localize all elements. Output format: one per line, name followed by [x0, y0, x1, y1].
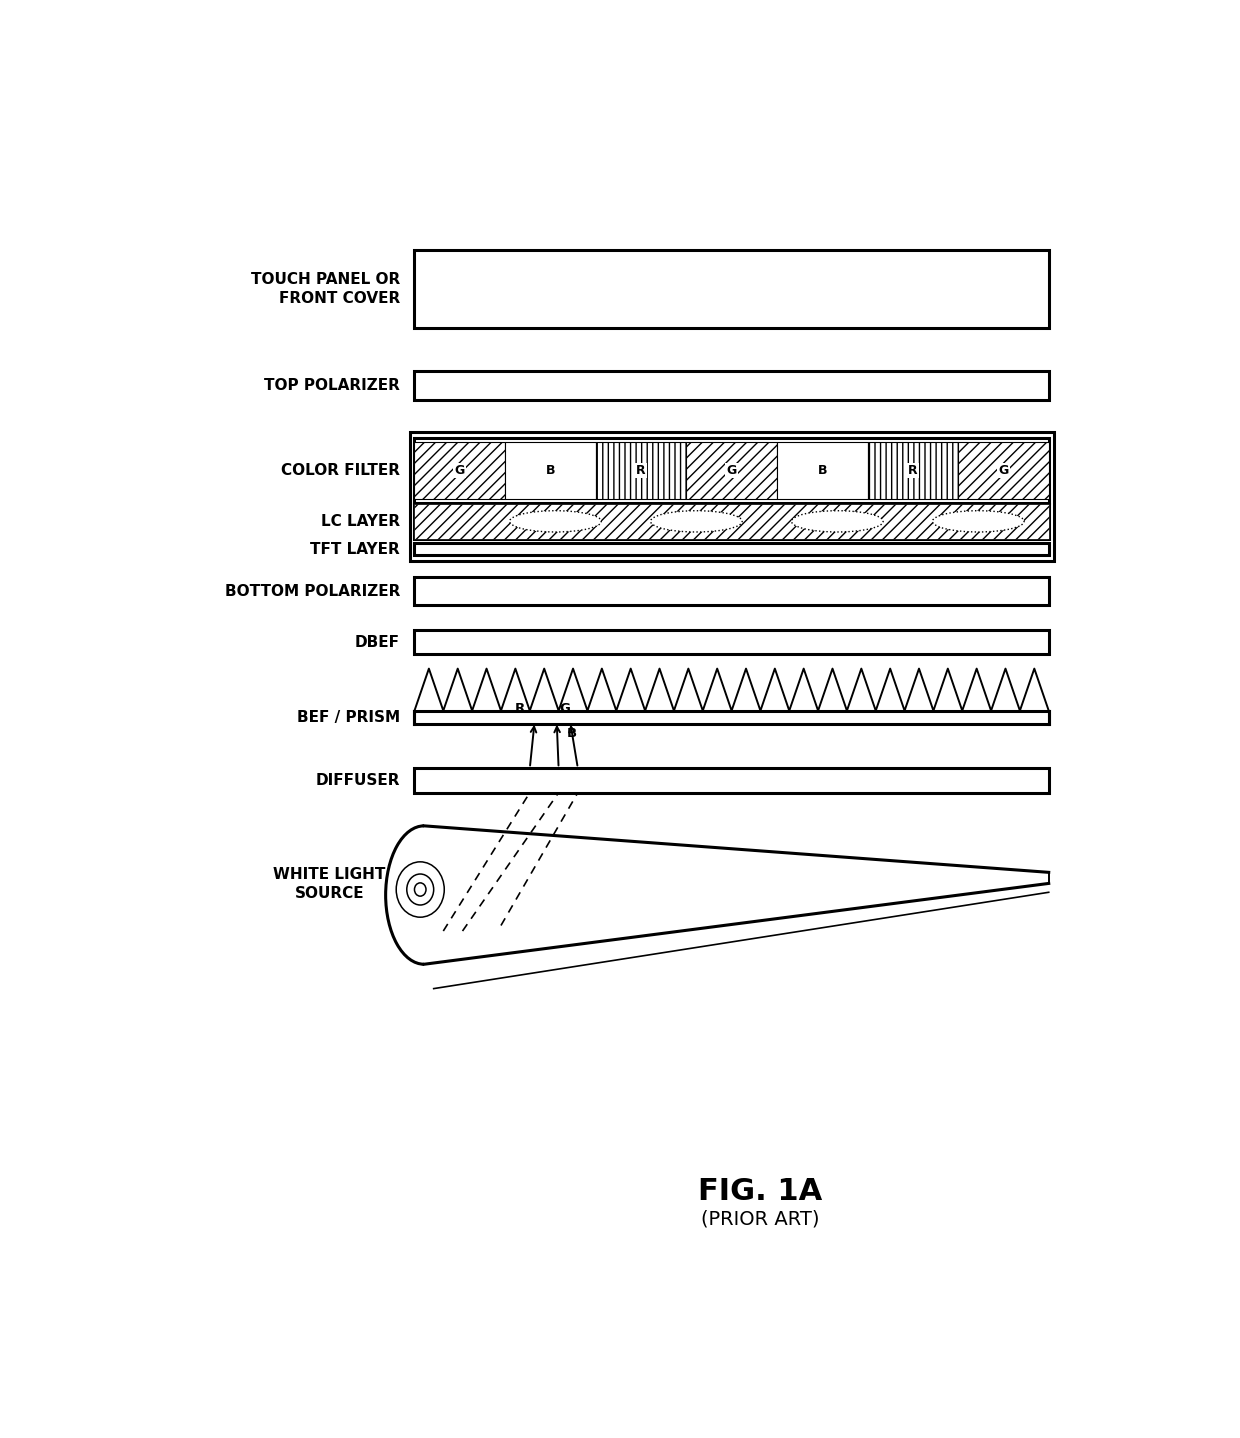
- Bar: [777, 441, 868, 499]
- Bar: [414, 503, 1049, 539]
- Bar: [686, 441, 777, 499]
- Bar: [414, 630, 1049, 654]
- Bar: [414, 250, 1049, 328]
- Bar: [414, 577, 1049, 605]
- Ellipse shape: [510, 510, 601, 532]
- Bar: [414, 544, 1049, 555]
- Text: BEF / PRISM: BEF / PRISM: [296, 710, 401, 725]
- Bar: [868, 441, 959, 499]
- Ellipse shape: [791, 510, 883, 532]
- Text: R: R: [636, 464, 646, 477]
- Text: COLOR FILTER: COLOR FILTER: [281, 463, 401, 477]
- Text: R: R: [908, 464, 918, 477]
- Text: B: B: [817, 464, 827, 477]
- Ellipse shape: [932, 510, 1024, 532]
- Bar: [414, 710, 1049, 723]
- Bar: [414, 371, 1049, 400]
- Text: WHITE LIGHT
SOURCE: WHITE LIGHT SOURCE: [273, 867, 386, 900]
- Bar: [414, 439, 1049, 502]
- Ellipse shape: [651, 510, 743, 532]
- Bar: [505, 441, 595, 499]
- Text: TOP POLARIZER: TOP POLARIZER: [264, 378, 401, 393]
- Bar: [414, 768, 1049, 792]
- Circle shape: [397, 861, 444, 917]
- Text: G: G: [998, 464, 1008, 477]
- Text: G: G: [727, 464, 737, 477]
- Bar: [409, 431, 1054, 561]
- Bar: [414, 441, 505, 499]
- Bar: [414, 503, 1049, 539]
- Text: DBEF: DBEF: [355, 634, 401, 650]
- Circle shape: [414, 883, 427, 896]
- Text: G: G: [559, 702, 570, 715]
- Text: R: R: [515, 702, 526, 715]
- Text: G: G: [455, 464, 465, 477]
- Text: (PRIOR ART): (PRIOR ART): [701, 1209, 820, 1228]
- Bar: [595, 441, 686, 499]
- Text: TOUCH PANEL OR
FRONT COVER: TOUCH PANEL OR FRONT COVER: [250, 272, 401, 306]
- Text: BOTTOM POLARIZER: BOTTOM POLARIZER: [224, 584, 401, 598]
- Circle shape: [407, 874, 434, 905]
- Text: B: B: [546, 464, 556, 477]
- Text: DIFFUSER: DIFFUSER: [315, 774, 401, 788]
- Text: B: B: [567, 726, 577, 739]
- Bar: [959, 441, 1049, 499]
- Text: TFT LAYER: TFT LAYER: [310, 542, 401, 557]
- Text: LC LAYER: LC LAYER: [321, 513, 401, 529]
- Text: FIG. 1A: FIG. 1A: [698, 1176, 822, 1205]
